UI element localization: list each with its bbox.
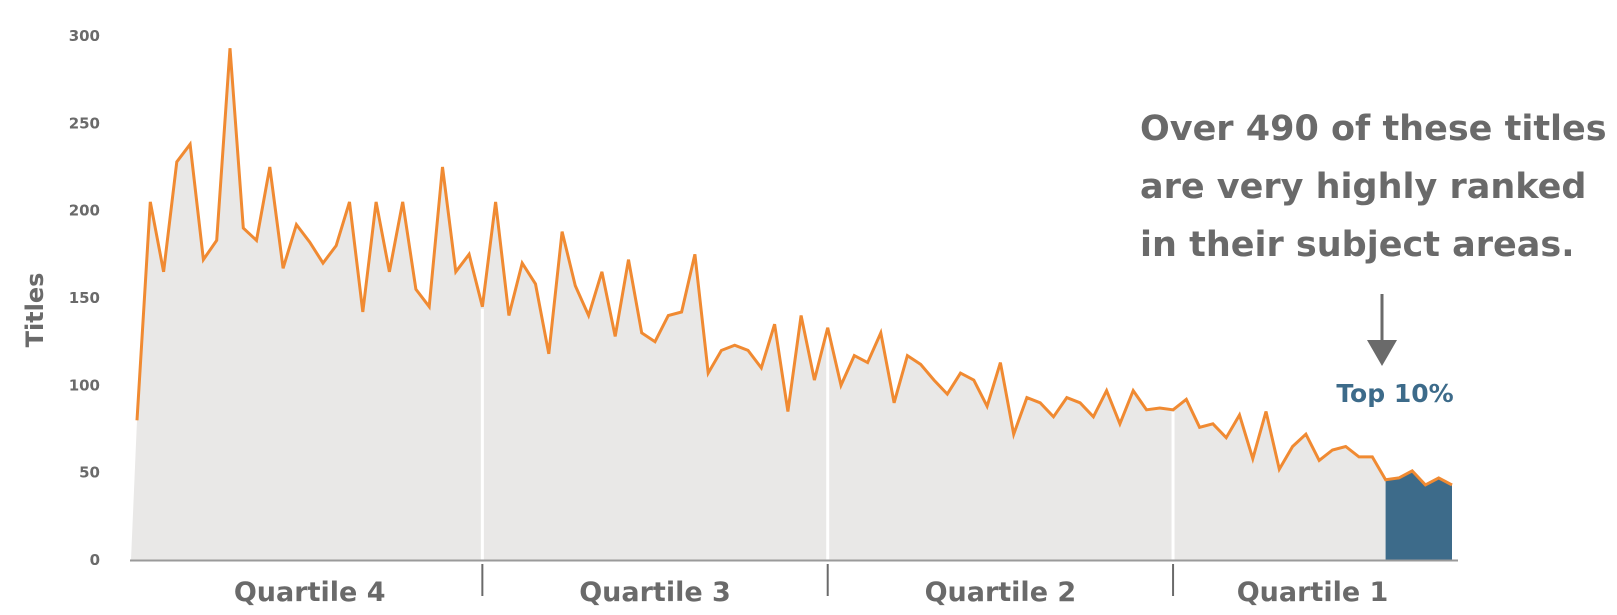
series-line	[135, 48, 1453, 487]
y-tick-0: 0	[90, 551, 100, 569]
annotation-line-3: in their subject areas.	[1140, 225, 1575, 265]
y-axis-label: Titles	[21, 273, 49, 348]
y-tick-300: 300	[69, 27, 100, 45]
y-tick-50: 50	[79, 464, 100, 482]
y-tick-250: 250	[69, 114, 100, 132]
top-10-percent-label: Top 10%	[1336, 379, 1453, 408]
plot-layer	[131, 48, 1453, 560]
annotation: Over 490 of these titles are very highly…	[1140, 109, 1607, 366]
y-tick-150: 150	[69, 289, 100, 307]
area-fill	[131, 48, 1452, 560]
y-tick-200: 200	[69, 202, 100, 220]
top-10-percent-area	[1385, 470, 1452, 560]
label-layer: 0 50 100 150 200 250 300 Quartile 4 Quartile 3 Qu…	[69, 27, 1389, 608]
axis-layer	[130, 559, 1458, 596]
quartile-label-4: Quartile 1	[1237, 577, 1389, 608]
annotation-line-2: are very highly ranked	[1140, 167, 1586, 207]
y-tick-100: 100	[69, 376, 100, 394]
quartile-label-2: Quartile 3	[579, 577, 731, 608]
quartile-label-3: Quartile 2	[925, 577, 1077, 608]
annotation-line-1: Over 490 of these titles	[1140, 109, 1607, 149]
annotation-arrow-head	[1367, 340, 1397, 366]
quartile-label-1: Quartile 4	[234, 577, 386, 608]
